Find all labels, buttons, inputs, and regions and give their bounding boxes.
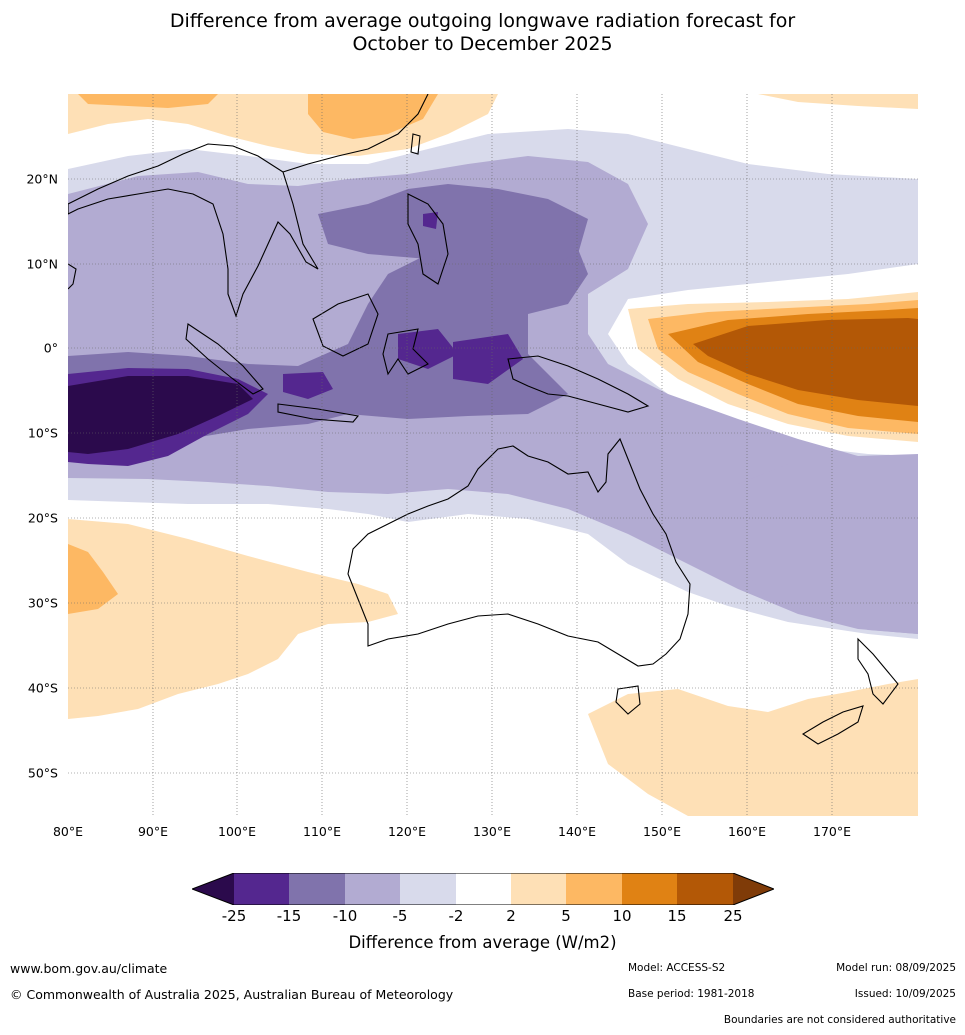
anomaly-zone-northeast-light xyxy=(758,94,918,109)
colorbar-tick-label: -25 xyxy=(221,907,247,925)
coastlines xyxy=(68,94,899,745)
new-guinea-coastline xyxy=(507,355,650,413)
lon-label-90e: 90°E xyxy=(137,824,169,839)
negative-anomaly-fields xyxy=(68,129,918,639)
colorbar-swatch xyxy=(234,873,289,905)
lat-label-10n: 10°N xyxy=(26,256,58,272)
footer-issued: Issued: 10/09/2025 xyxy=(854,988,956,1000)
anomaly-zone-southern-ocean-light xyxy=(588,679,918,816)
anomaly-zone-java-strong xyxy=(283,372,333,399)
lon-label-150e: 150°E xyxy=(642,824,682,839)
lat-label-50s: 50°S xyxy=(27,765,58,781)
colorbar-title: Difference from average (W/m2) xyxy=(348,933,617,952)
colorbar-tick-label: -2 xyxy=(448,907,464,925)
colorbar-swatch xyxy=(400,873,456,905)
philippines-coastline xyxy=(407,193,449,285)
colorbar-tick-label: 5 xyxy=(561,907,571,925)
tasmania-coastline xyxy=(615,685,641,715)
colorbar-swatch xyxy=(345,873,400,905)
lon-label-110e: 110°E xyxy=(302,824,342,839)
anomaly-zone-south-pacific-medium xyxy=(738,456,918,634)
olr-anomaly-map xyxy=(68,94,918,816)
new-zealand-south-coastline xyxy=(801,705,864,745)
colorbar-swatch xyxy=(622,873,677,905)
footer-model: Model: ACCESS-S2 xyxy=(628,962,726,974)
lon-label-130e: 130°E xyxy=(472,824,512,839)
sumatra-coastline xyxy=(185,323,264,395)
colorbar-tick-label: 25 xyxy=(723,907,743,925)
footer-website-link[interactable]: www.bom.gov.au/climate xyxy=(10,961,168,976)
anomaly-zone-southern-indian-medium xyxy=(68,544,118,614)
sri-lanka-coastline xyxy=(68,263,77,290)
anomaly-zone-northwest-medium xyxy=(78,94,218,108)
title-line-2: October to December 2025 xyxy=(352,33,613,55)
lat-label-40s: 40°S xyxy=(27,680,58,696)
colorbar-tick-label: -10 xyxy=(332,907,358,925)
chart-title: Difference from average outgoing longwav… xyxy=(0,10,965,56)
anomaly-zone-north-pacific-core xyxy=(318,184,588,269)
colorbar-tick-label: 2 xyxy=(506,907,516,925)
colorbar xyxy=(192,873,774,905)
footer-disclaimer: Boundaries are not considered authoritat… xyxy=(723,1014,956,1026)
footer-model-run: Model run: 08/09/2025 xyxy=(836,962,956,974)
map-gridlines xyxy=(68,94,918,816)
borneo-coastline xyxy=(312,293,379,357)
footer-copyright: © Commonwealth of Australia 2025, Austra… xyxy=(10,987,454,1002)
lon-label-120e: 120°E xyxy=(387,824,427,839)
colorbar-swatch xyxy=(289,873,345,905)
taiwan-coastline xyxy=(410,133,421,155)
asia-coastline xyxy=(68,143,319,318)
sulawesi-coastline xyxy=(382,328,429,376)
lat-label-equator: 0° xyxy=(43,340,58,356)
anomaly-zone-philippines-strong xyxy=(423,212,438,229)
lon-label-100e: 100°E xyxy=(217,824,257,839)
lon-label-170e: 170°E xyxy=(812,824,852,839)
colorbar-swatch xyxy=(511,873,566,905)
anomaly-zone-molucca-strong xyxy=(453,334,523,384)
china-coastline xyxy=(282,94,429,173)
anomaly-zone-sulawesi-strong xyxy=(398,329,458,369)
colorbar-lower-extension xyxy=(192,873,234,905)
colorbar-tick-label: -15 xyxy=(276,907,302,925)
colorbar-upper-extension xyxy=(733,873,774,905)
anomaly-zone-max-negative xyxy=(68,376,253,454)
lat-label-10s: 10°S xyxy=(27,425,58,441)
lon-label-160e: 160°E xyxy=(727,824,767,839)
australia-coastline xyxy=(347,437,691,667)
colorbar-swatch xyxy=(566,873,622,905)
lat-label-30s: 30°S xyxy=(27,595,58,611)
colorbar-tick-label: 15 xyxy=(667,907,687,925)
anomaly-zone-southern-indian-light xyxy=(68,519,398,719)
lon-label-140e: 140°E xyxy=(557,824,597,839)
colorbar-swatch xyxy=(456,873,511,905)
lon-label-80e: 80°E xyxy=(52,824,84,839)
new-zealand-north-coastline xyxy=(857,637,899,705)
footer-base-period: Base period: 1981-2018 xyxy=(628,988,755,1000)
colorbar-tick-label: -5 xyxy=(392,907,408,925)
lat-label-20s: 20°S xyxy=(27,510,58,526)
map-panel xyxy=(68,94,918,816)
anomaly-zone-central-pacific-max xyxy=(693,318,918,406)
colorbar-swatch xyxy=(677,873,733,905)
title-line-1: Difference from average outgoing longwav… xyxy=(169,10,796,32)
java-coastline xyxy=(277,403,360,423)
anomaly-zone-north-medium xyxy=(308,94,438,139)
lat-label-20n: 20°N xyxy=(26,171,58,187)
colorbar-tick-label: 10 xyxy=(612,907,632,925)
